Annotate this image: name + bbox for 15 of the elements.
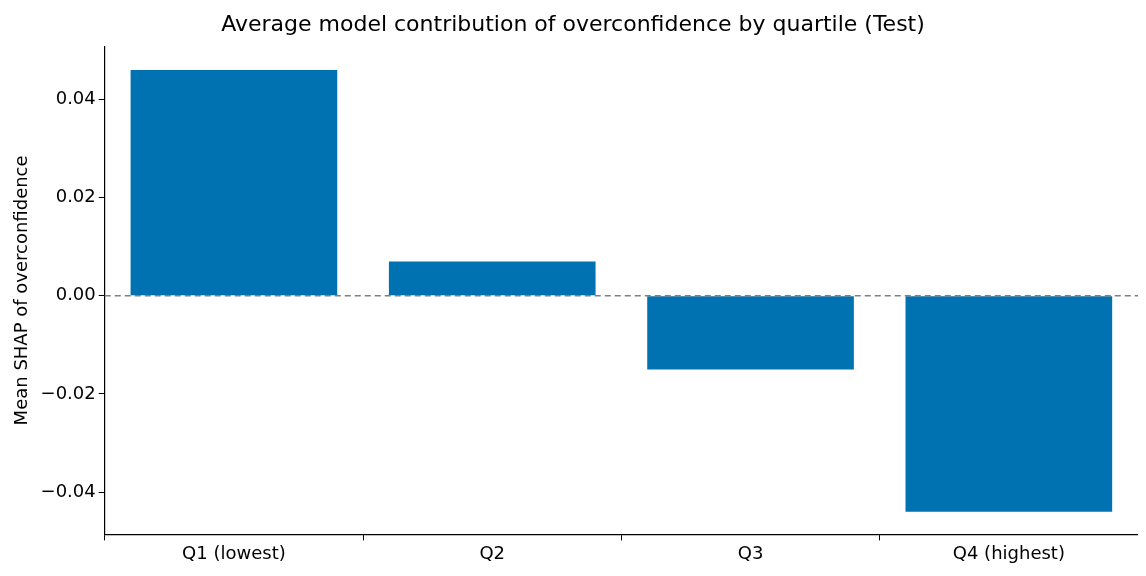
bar (905, 296, 1113, 512)
bar (388, 261, 596, 296)
y-tick-label: −0.04 (40, 479, 96, 501)
bar (130, 69, 338, 296)
y-axis-title: Mean SHAP of overconfidence (10, 155, 32, 426)
bar (647, 296, 854, 370)
y-tick-label: 0.04 (55, 87, 96, 109)
y-tick-label: 0.00 (55, 283, 96, 305)
y-tick-label: −0.02 (40, 381, 96, 403)
x-tick-label: Q1 (lowest) (182, 541, 286, 563)
y-tick-label: 0.02 (55, 185, 96, 207)
x-tick-label: Q2 (479, 541, 506, 563)
chart-title: Average model contribution of overconfidence by quartile (Test) (221, 10, 925, 36)
x-tick-label: Q4 (highest) (952, 541, 1065, 563)
x-tick-label: Q3 (737, 541, 764, 563)
